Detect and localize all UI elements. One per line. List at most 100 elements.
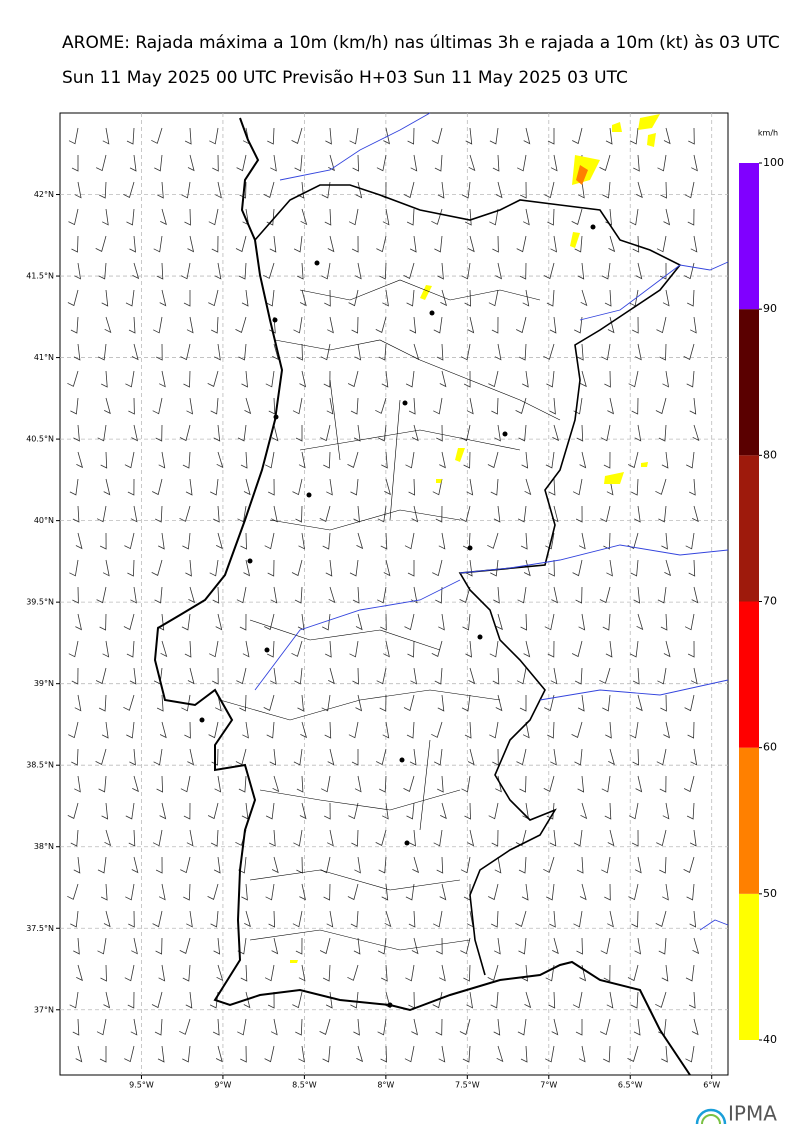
wind-barb — [130, 586, 137, 604]
wind-barb — [634, 937, 642, 955]
wind-barb — [296, 262, 304, 280]
wind-barb — [461, 262, 471, 280]
wind-barb — [491, 397, 499, 415]
wind-barb — [575, 1019, 583, 1036]
colorbar-segment — [739, 893, 759, 1040]
wind-barb — [382, 721, 390, 739]
wind-barb — [293, 829, 303, 847]
wind-barb — [97, 856, 107, 874]
wind-barb — [209, 559, 219, 577]
wind-barb — [159, 721, 167, 739]
wind-barb — [132, 775, 139, 793]
wind-barb — [382, 289, 389, 307]
wind-barb — [496, 1045, 504, 1063]
wind-barb — [492, 667, 500, 685]
wind-barb — [552, 424, 560, 442]
wind-barb — [70, 829, 79, 847]
wind-barb — [181, 613, 191, 631]
wind-barb — [411, 424, 419, 442]
wind-barb — [101, 802, 109, 820]
logo: IPMA — [695, 1102, 777, 1126]
wind-barb — [325, 991, 333, 1009]
wind-barb — [660, 613, 668, 631]
wind-barb — [321, 775, 331, 793]
wind-barb — [67, 802, 79, 819]
wind-barb — [515, 397, 527, 414]
wind-barb — [572, 127, 583, 145]
wind-barb — [607, 397, 614, 415]
wind-barb — [212, 154, 219, 172]
wind-barb — [240, 451, 248, 469]
city — [477, 634, 483, 640]
wind-barb — [179, 1018, 191, 1035]
wind-barb — [656, 748, 667, 766]
wind-barb — [517, 586, 527, 604]
wind-barb — [403, 775, 415, 792]
wind-barb — [128, 829, 136, 847]
wind-barb — [185, 559, 192, 577]
wind-barb — [327, 235, 335, 253]
wind-barb — [432, 991, 443, 1009]
wind-barb — [72, 586, 79, 604]
wind-barb — [656, 235, 667, 253]
wind-barb — [547, 640, 555, 658]
x-tick-label: 7°W — [540, 1081, 557, 1090]
wind-barb — [158, 883, 166, 901]
wind-barb — [186, 397, 194, 415]
wind-barb — [576, 856, 584, 874]
wind-barb — [655, 397, 667, 415]
wind-barb — [377, 937, 387, 955]
wind-barb — [95, 235, 107, 252]
wind-barb — [662, 370, 670, 388]
wind-barb — [683, 856, 695, 873]
wind-barb — [348, 802, 359, 820]
wind-barb — [631, 478, 639, 496]
wind-barb — [349, 640, 359, 658]
wind-barb — [433, 910, 443, 928]
wind-barb — [405, 451, 415, 469]
colorbar-label: 40 — [763, 1033, 777, 1046]
wind-barb — [355, 181, 363, 199]
wind-barb — [131, 856, 139, 874]
wind-barb — [95, 667, 107, 685]
wind-barb — [552, 937, 559, 955]
wind-barb — [375, 316, 387, 333]
wind-barb — [572, 991, 583, 1009]
wind-barb — [467, 235, 475, 253]
wind-barb — [437, 262, 444, 280]
wind-barb — [661, 451, 669, 469]
wind-barb — [239, 694, 247, 712]
wind-barb — [663, 127, 671, 145]
wind-barb — [577, 694, 585, 712]
wind-barb — [523, 559, 531, 577]
wind-barb — [405, 964, 415, 982]
colorbar-unit: km/h — [758, 129, 778, 138]
wind-barb — [489, 208, 499, 226]
wind-barb — [689, 910, 697, 928]
wind-barb — [347, 451, 359, 468]
wind-barb — [467, 748, 475, 766]
wind-barb — [636, 613, 644, 631]
wind-barb — [408, 910, 416, 928]
wind-barb — [433, 397, 443, 415]
wind-barb — [353, 937, 361, 955]
wind-barb — [404, 532, 415, 550]
wind-barb — [520, 1045, 528, 1063]
wind-barb — [156, 694, 164, 712]
wind-barb — [239, 613, 247, 631]
wind-barb — [660, 694, 667, 712]
wind-barb — [212, 667, 219, 685]
wind-barb — [660, 181, 667, 199]
wind-barb — [182, 1045, 191, 1063]
colorbar-label: 50 — [763, 887, 777, 900]
wind-barb — [159, 289, 167, 307]
wind-barb — [432, 478, 443, 496]
wind-barb — [68, 721, 79, 739]
wind-barb — [607, 910, 614, 928]
wind-barb — [69, 559, 79, 577]
wind-barb — [431, 640, 443, 657]
wind-barb — [241, 370, 248, 388]
wind-barb — [353, 424, 361, 442]
wind-barb — [605, 208, 612, 226]
wind-barb — [550, 235, 558, 253]
